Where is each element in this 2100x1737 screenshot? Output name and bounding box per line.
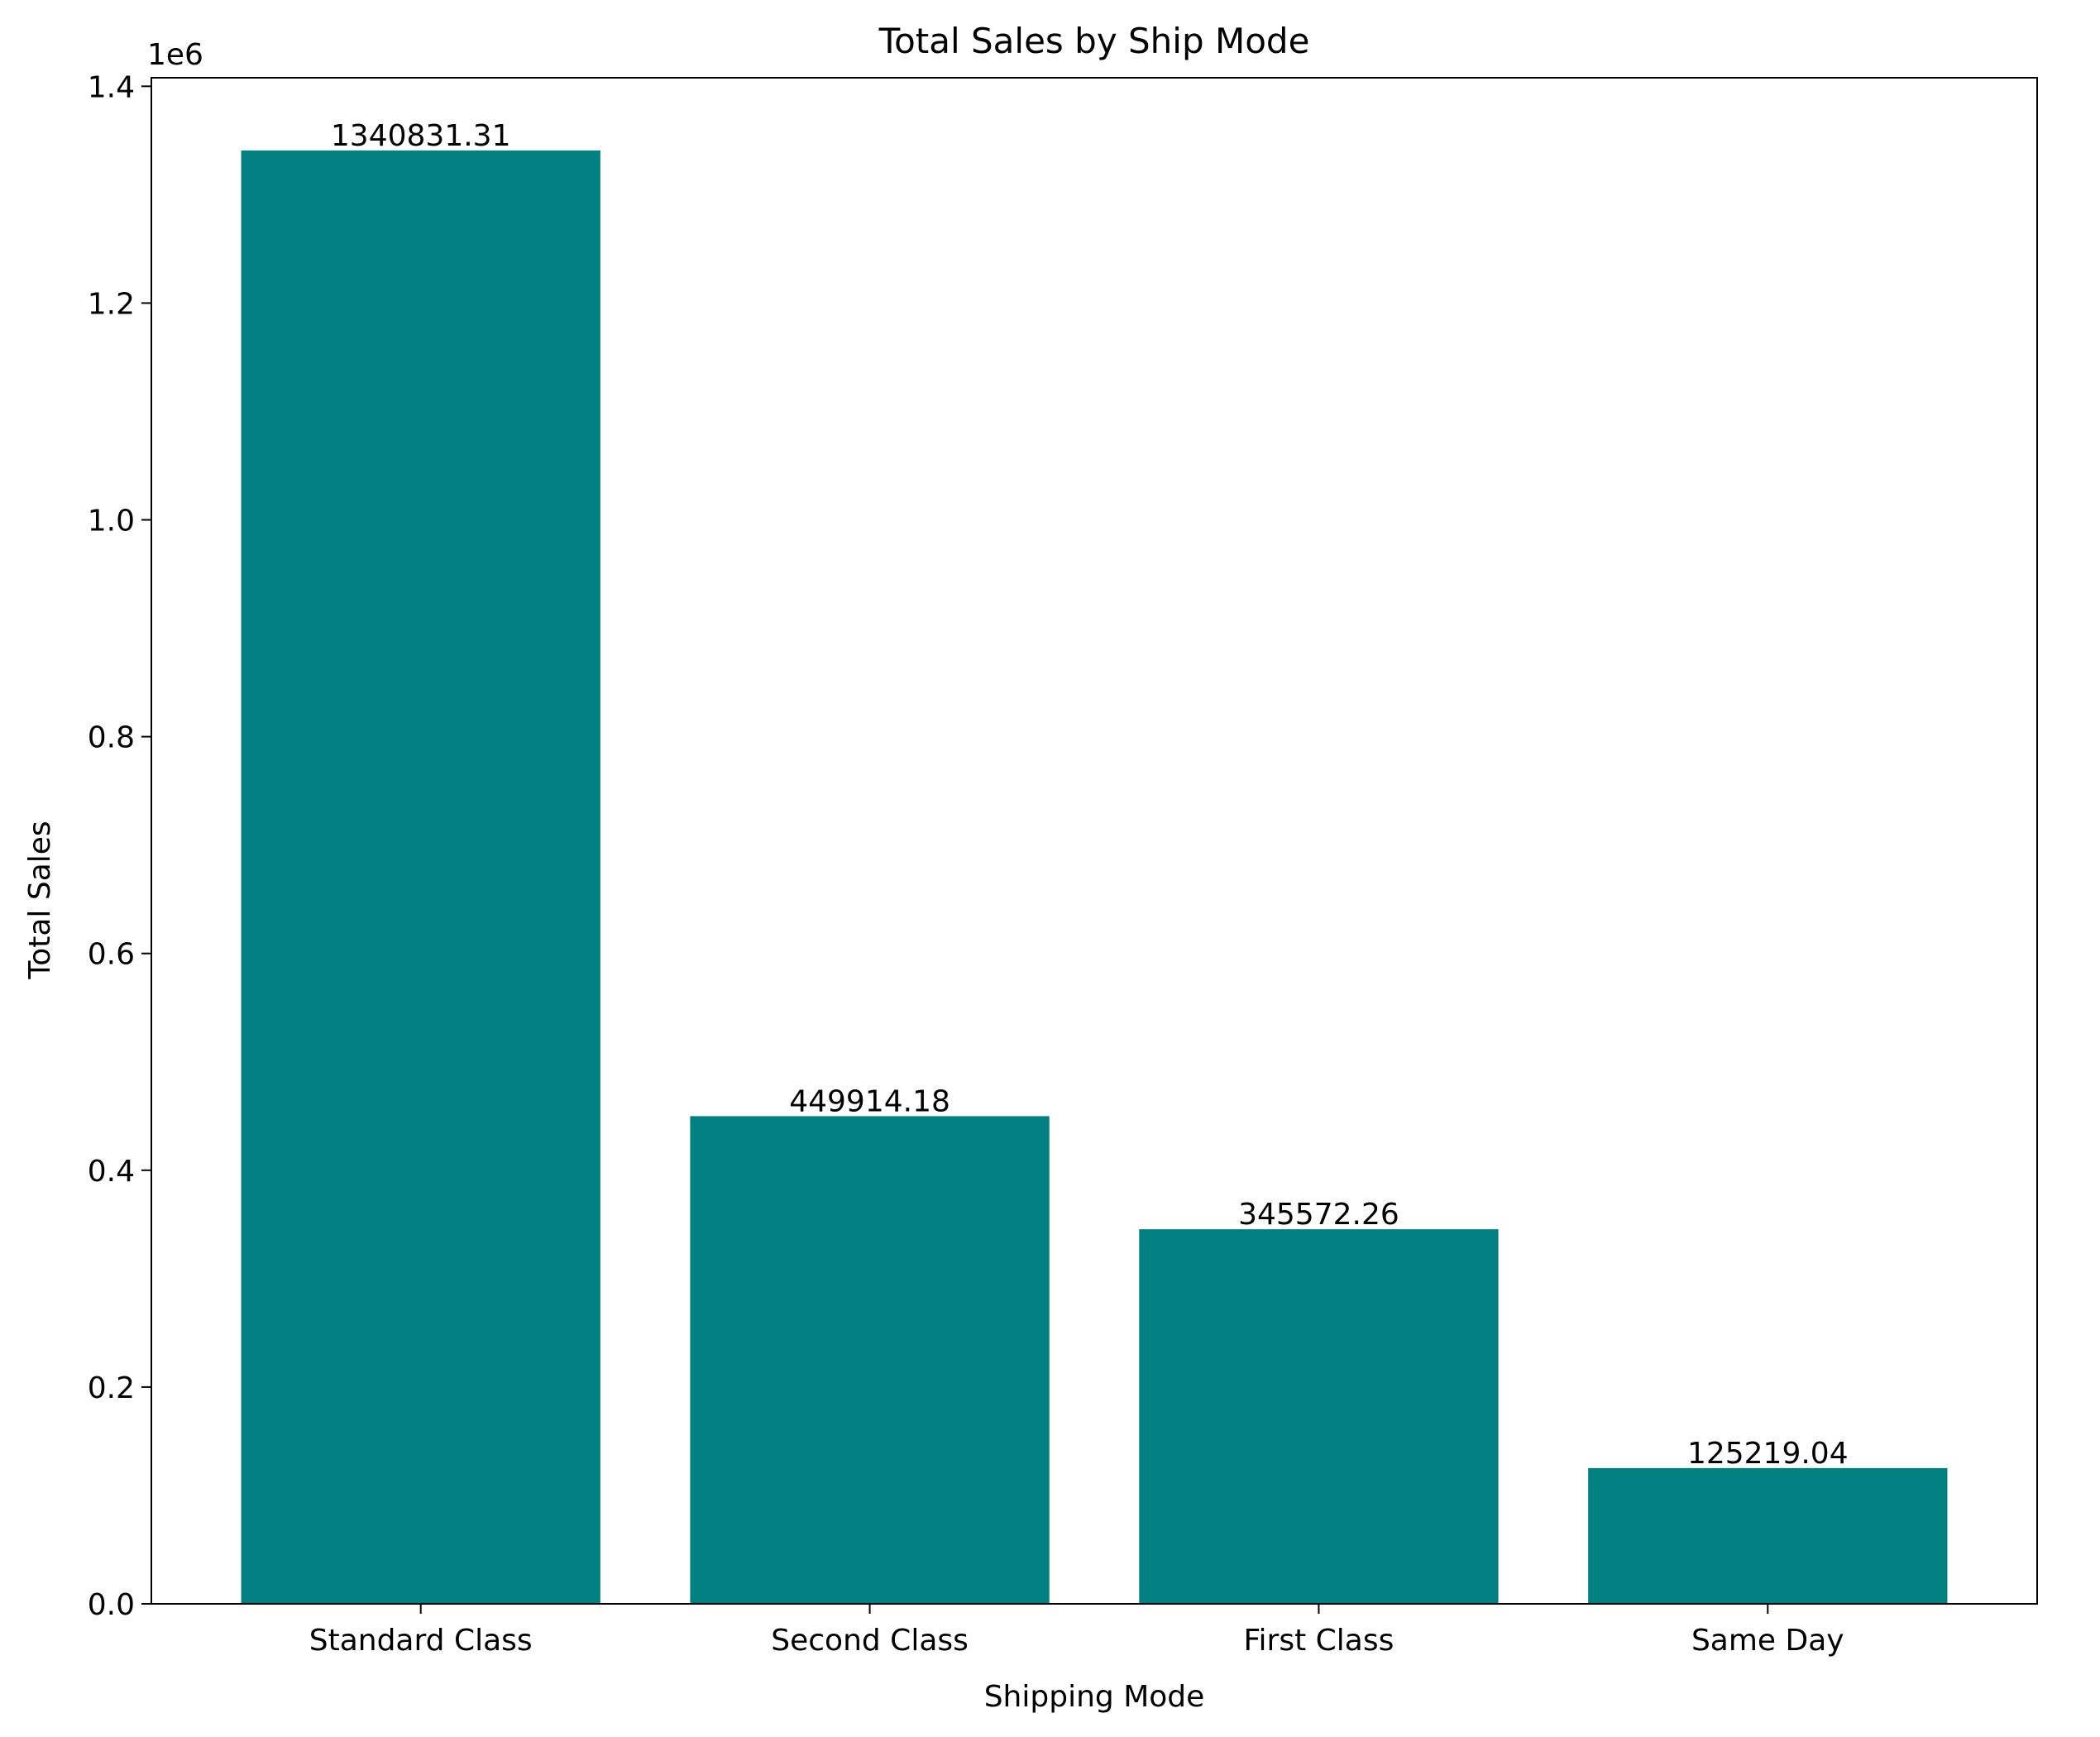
bar-first-class: [1139, 1229, 1499, 1604]
x-axis-ticks: Standard Class Second Class First Class Sam…: [309, 1604, 1844, 1658]
data-label: 1340831.31: [331, 119, 511, 153]
x-tick-label: First Class: [1243, 1624, 1394, 1658]
data-labels-group: 1340831.31 449914.18 345572.26 125219.04: [331, 119, 1849, 1471]
y-tick-label: 1.0: [88, 505, 135, 538]
y-tick-label: 0.2: [88, 1371, 135, 1405]
y-tick-label: 0.0: [88, 1588, 135, 1622]
y-tick-label: 0.4: [88, 1155, 135, 1189]
data-label: 125219.04: [1687, 1437, 1849, 1471]
y-tick-label: 1.4: [88, 70, 135, 104]
data-label: 449914.18: [789, 1084, 950, 1118]
bars-group: [241, 150, 1948, 1604]
bar-same-day: [1588, 1467, 1948, 1604]
x-tick-label: Standard Class: [309, 1624, 533, 1658]
data-label: 345572.26: [1238, 1198, 1399, 1232]
bar-second-class: [690, 1116, 1050, 1604]
x-axis-label: Shipping Mode: [984, 1680, 1205, 1714]
y-axis-label: Total Sales: [23, 821, 57, 979]
x-tick-label: Second Class: [771, 1624, 969, 1658]
y-tick-label: 1.2: [88, 287, 135, 321]
chart-title: Total Sales by Ship Mode: [878, 21, 1310, 61]
y-tick-label: 0.6: [88, 938, 135, 972]
y-axis-scale-label: 1e6: [147, 38, 203, 72]
x-tick-label: Same Day: [1691, 1624, 1844, 1658]
y-tick-label: 0.8: [88, 721, 135, 755]
y-axis-ticks: 0.0 0.2 0.4 0.6 0.8 1.0 1.2 1.4: [88, 70, 151, 1622]
plot-area-frame: [151, 77, 2038, 1605]
bar-standard-class: [241, 150, 600, 1604]
